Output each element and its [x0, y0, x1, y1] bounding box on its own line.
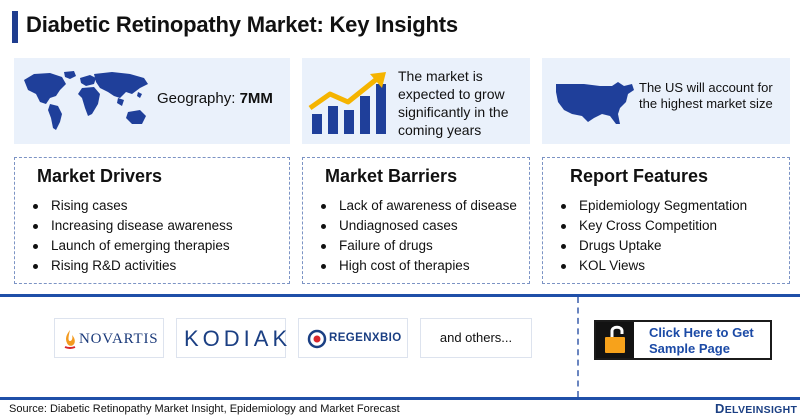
- regenxbio-wordmark: REGENXBIO: [329, 332, 402, 344]
- geography-value: 7MM: [239, 90, 273, 107]
- sample-page-button[interactable]: Click Here to Get Sample Page: [594, 320, 772, 360]
- report-features-box: Report Features Epidemiology Segmentatio…: [542, 157, 790, 284]
- list-item: Drugs Uptake: [557, 236, 747, 256]
- us-card: The US will account for the highest mark…: [542, 58, 790, 144]
- novartis-flame-icon: [64, 330, 76, 349]
- list-item: Key Cross Competition: [557, 216, 747, 236]
- list-item: Undiagnosed cases: [317, 216, 517, 236]
- list-item-text: Undiagnosed cases: [339, 218, 458, 233]
- geography-label: Geography:: [157, 90, 240, 107]
- list-item: Rising R&D activities: [29, 256, 233, 276]
- growth-card: The market is expected to grow significa…: [302, 58, 530, 144]
- list-item: Lack of awareness of disease: [317, 196, 517, 216]
- bullet-icon: [321, 224, 326, 229]
- regenxbio-emblem-icon: [307, 329, 327, 349]
- list-item-text: KOL Views: [579, 258, 646, 273]
- growth-chart-icon: [308, 72, 386, 134]
- geography-text: Geography: 7MM: [157, 90, 273, 107]
- others-box: and others...: [420, 318, 532, 358]
- list-item-text: Rising R&D activities: [51, 258, 177, 273]
- report-features-heading: Report Features: [570, 166, 709, 186]
- list-item: Launch of emerging therapies: [29, 236, 233, 256]
- market-drivers-list: Rising cases Increasing disease awarenes…: [29, 196, 233, 276]
- list-item-text: Drugs Uptake: [579, 238, 662, 253]
- us-map-icon: [556, 82, 634, 124]
- bullet-icon: [33, 204, 38, 209]
- kodiak-logo: KODIAK: [176, 318, 287, 358]
- novartis-wordmark: NOVARTIS: [79, 331, 159, 347]
- list-item-text: Rising cases: [51, 198, 128, 213]
- list-item: High cost of therapies: [317, 256, 517, 276]
- market-barriers-box: Market Barriers Lack of awareness of dis…: [302, 157, 530, 284]
- us-text: The US will account for the highest mark…: [639, 80, 773, 111]
- companies-band: [0, 294, 800, 400]
- title-accent-bar: [12, 11, 18, 43]
- list-item-text: High cost of therapies: [339, 258, 470, 273]
- sample-page-label[interactable]: Click Here to Get Sample Page: [649, 325, 754, 356]
- list-item: Increasing disease awareness: [29, 216, 233, 236]
- market-drivers-heading: Market Drivers: [37, 166, 163, 186]
- bullet-icon: [321, 264, 326, 269]
- kodiak-wordmark: KODIAK: [184, 326, 292, 351]
- list-item: Failure of drugs: [317, 236, 517, 256]
- list-item-text: Lack of awareness of disease: [339, 198, 517, 213]
- list-item-text: Launch of emerging therapies: [51, 238, 230, 253]
- list-item-text: Epidemiology Segmentation: [579, 198, 748, 213]
- bullet-icon: [321, 204, 326, 209]
- market-drivers-box: Market Drivers Rising cases Increasing d…: [14, 157, 290, 284]
- unlocked-padlock-icon: [605, 325, 625, 353]
- bullet-icon: [561, 204, 566, 209]
- world-map-icon: [24, 71, 148, 130]
- page-title: Diabetic Retinopathy Market: Key Insight…: [26, 12, 458, 37]
- bullet-icon: [33, 244, 38, 249]
- source-note: Source: Diabetic Retinopathy Market Insi…: [9, 403, 400, 415]
- list-item-text: Increasing disease awareness: [51, 218, 233, 233]
- bullet-icon: [33, 224, 38, 229]
- report-features-list: Epidemiology Segmentation Key Cross Comp…: [557, 196, 747, 276]
- market-barriers-heading: Market Barriers: [325, 166, 458, 186]
- bullet-icon: [561, 244, 566, 249]
- list-item-text: Key Cross Competition: [579, 218, 718, 233]
- delveinsight-logo: DELVEINSIGHT: [715, 401, 797, 416]
- bullet-icon: [561, 224, 566, 229]
- bullet-icon: [33, 264, 38, 269]
- novartis-logo: NOVARTIS: [54, 318, 164, 358]
- bullet-icon: [561, 264, 566, 269]
- brand-rest: ELVEINSIGHT: [724, 404, 798, 416]
- list-item: Rising cases: [29, 196, 233, 216]
- market-barriers-list: Lack of awareness of disease Undiagnosed…: [317, 196, 517, 276]
- others-text: and others...: [439, 330, 513, 345]
- list-item: KOL Views: [557, 256, 747, 276]
- bullet-icon: [321, 244, 326, 249]
- list-item: Epidemiology Segmentation: [557, 196, 747, 216]
- regenxbio-logo: REGENXBIO: [298, 318, 408, 358]
- growth-text: The market is expected to grow significa…: [398, 68, 509, 138]
- band-divider: [577, 297, 579, 397]
- geography-card: Geography: 7MM: [14, 58, 290, 144]
- brand-initial: D: [715, 401, 725, 416]
- list-item-text: Failure of drugs: [339, 238, 433, 253]
- padlock-icon-box: [596, 322, 634, 358]
